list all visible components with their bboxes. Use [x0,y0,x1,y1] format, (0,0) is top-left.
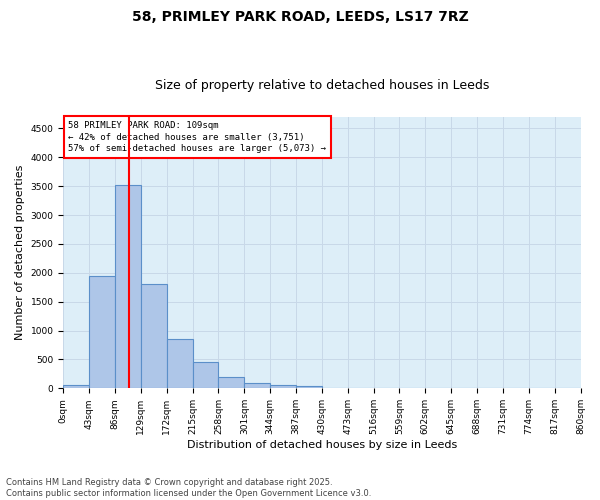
Bar [296,386,322,388]
Bar [218,378,244,388]
Bar [89,276,115,388]
Bar [115,185,141,388]
Bar [141,284,167,389]
Title: Size of property relative to detached houses in Leeds: Size of property relative to detached ho… [155,79,489,92]
Bar [193,362,218,388]
Y-axis label: Number of detached properties: Number of detached properties [15,165,25,340]
Text: 58, PRIMLEY PARK ROAD, LEEDS, LS17 7RZ: 58, PRIMLEY PARK ROAD, LEEDS, LS17 7RZ [131,10,469,24]
Bar [63,386,89,388]
Bar [244,382,270,388]
Text: Contains HM Land Registry data © Crown copyright and database right 2025.
Contai: Contains HM Land Registry data © Crown c… [6,478,371,498]
Bar [167,339,193,388]
X-axis label: Distribution of detached houses by size in Leeds: Distribution of detached houses by size … [187,440,457,450]
Bar [270,385,296,388]
Text: 58 PRIMLEY PARK ROAD: 109sqm
← 42% of detached houses are smaller (3,751)
57% of: 58 PRIMLEY PARK ROAD: 109sqm ← 42% of de… [68,121,326,154]
